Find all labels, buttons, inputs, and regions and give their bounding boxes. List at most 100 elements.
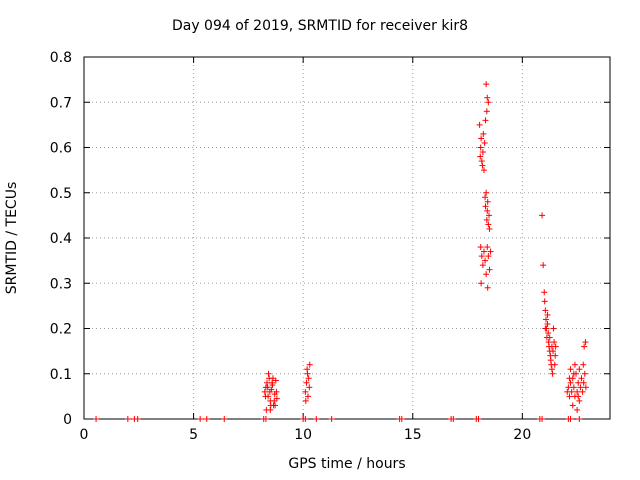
y-tick-label: 0.7 [50,95,72,111]
data-point [541,289,548,296]
data-point [478,253,485,260]
data-point [545,330,552,337]
y-tick-label: 0.1 [50,367,72,383]
chart-ticks: 0 5 10 15 20 0 0.1 0.2 0.3 0.4 0.5 0.6 0.7 0.8 [50,50,610,443]
data-point [480,167,487,174]
data-point [269,379,276,386]
data-point [549,370,556,377]
data-point [306,361,313,368]
data-point [485,253,492,260]
data-point [478,135,485,142]
data-point [203,416,210,422]
y-tick-label: 0.2 [50,322,72,338]
data-point [579,388,586,395]
data-point [484,284,491,291]
data-point [478,158,485,165]
data-point [543,316,550,323]
data-point [477,153,484,160]
data-point [302,388,309,395]
x-tick-label: 5 [189,427,198,443]
y-tick-label: 0.4 [50,231,72,247]
data-point [475,416,482,422]
data-point [264,379,271,386]
data-point [542,307,549,314]
data-point [486,225,493,232]
data-point [305,375,312,382]
x-tick-label: 20 [513,427,531,443]
y-tick-label: 0.8 [50,50,72,66]
data-point [197,416,204,422]
data-point [544,320,551,327]
data-point [548,343,555,350]
y-tick-label: 0.5 [50,186,72,202]
data-point [580,379,587,386]
data-point [266,388,273,395]
data-point [124,416,131,422]
data-point [221,416,228,422]
data-point [302,416,309,422]
data-point [550,325,557,332]
data-point [304,393,311,400]
data-point [483,108,490,115]
data-point [569,402,576,409]
data-point [483,189,490,196]
y-tick-label: 0.3 [50,276,72,292]
data-point [477,144,484,151]
data-point [484,244,491,251]
data-point [575,379,582,386]
data-point [578,375,585,382]
data-point [551,361,558,368]
data-point [539,416,546,422]
data-point [548,366,555,373]
data-point [272,402,279,409]
x-tick-label: 10 [294,427,312,443]
data-point [485,99,492,106]
data-point [574,388,581,395]
data-point [476,121,483,128]
data-point [541,298,548,305]
data-point [551,339,558,346]
data-point [477,244,484,251]
data-point [567,366,574,373]
data-point [479,149,486,156]
plot-frame [83,56,611,420]
data-point [304,366,311,373]
data-point [267,406,274,413]
data-point [566,375,573,382]
data-point [483,216,490,223]
data-point [539,212,546,219]
data-point [484,94,491,101]
data-point [565,384,572,391]
data-point [542,325,549,332]
data-point [481,139,488,146]
data-point [302,397,309,404]
data-point [262,393,269,400]
data-point [262,416,269,422]
data-point [479,262,486,269]
data-point [398,416,405,422]
data-point [540,262,547,269]
data-point [303,379,310,386]
data-point [576,366,583,373]
data-point [582,384,589,391]
data-point [484,207,491,214]
data-point [328,416,335,422]
y-axis-label: SRMTID / TECUs [4,181,20,295]
data-point [576,397,583,404]
data-point [570,384,577,391]
data-point [550,348,557,355]
y-tick-label: 0.6 [50,141,72,157]
data-point [581,370,588,377]
data-point [571,361,578,368]
chart-title: Day 094 of 2019, SRMTID for receiver kir… [171,18,469,34]
data-point [134,416,141,422]
data-point [479,162,486,169]
data-point [567,379,574,386]
data-point [552,352,559,359]
data-point [482,194,489,201]
data-point [577,384,584,391]
data-point [568,388,575,395]
data-point [264,384,271,391]
data-point [313,416,320,422]
